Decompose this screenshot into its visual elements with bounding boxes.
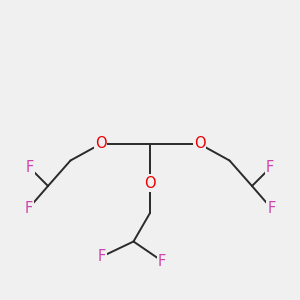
- Text: F: F: [24, 201, 33, 216]
- Text: F: F: [26, 160, 34, 175]
- Text: F: F: [266, 160, 274, 175]
- Text: F: F: [158, 254, 166, 268]
- Text: O: O: [95, 136, 106, 152]
- Text: F: F: [98, 249, 106, 264]
- Text: O: O: [144, 176, 156, 190]
- Text: O: O: [194, 136, 205, 152]
- Text: F: F: [267, 201, 276, 216]
